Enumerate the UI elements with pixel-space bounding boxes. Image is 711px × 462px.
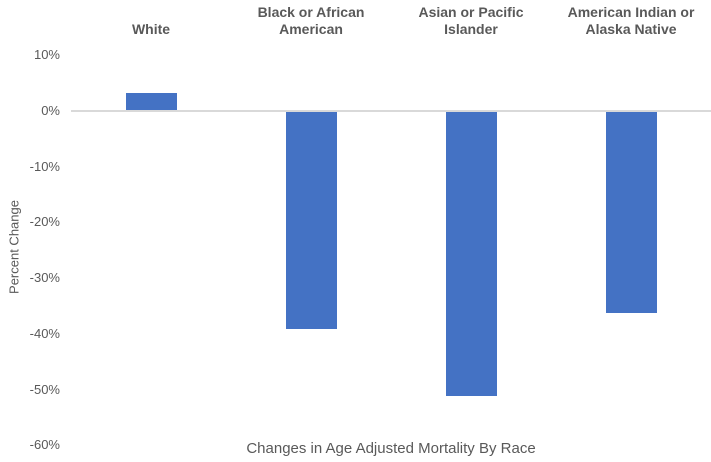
y-axis-tick-label: -40% — [29, 325, 60, 341]
y-axis-tick-label: -50% — [29, 381, 60, 397]
category-label: American Indian or Alaska Native — [543, 0, 711, 38]
bar-asian-or-pacific-islander — [445, 112, 497, 397]
y-axis-tick-label: -10% — [29, 158, 60, 174]
category-label-line: Islander — [444, 21, 498, 37]
category-label-line: American — [279, 21, 343, 37]
y-axis-tick-label: -60% — [29, 437, 60, 453]
category-label: White — [63, 0, 239, 38]
category-label-line: Alaska Native — [585, 21, 677, 37]
y-axis-tick-label: -30% — [29, 270, 60, 286]
category-label-line: American Indian or — [567, 4, 695, 20]
y-axis-tick-label: 0% — [41, 103, 60, 118]
bar-american-indian-or-alaska-native — [605, 112, 657, 313]
category-label-line: Asian or Pacific — [418, 4, 524, 20]
chart-title: Changes in Age Adjusted Mortality By Rac… — [246, 440, 536, 457]
category-label: Black or African American — [223, 0, 399, 38]
bar-black-or-african-american — [285, 112, 337, 330]
category-label-line: White — [131, 21, 171, 37]
category-label-line: Black or African — [257, 4, 365, 20]
y-axis-tick-label: -20% — [29, 214, 60, 230]
zero-baseline — [71, 110, 711, 112]
category-label: Asian or Pacific Islander — [383, 0, 559, 38]
bar-white — [125, 93, 177, 110]
y-axis-tick-label: 10% — [33, 47, 60, 63]
